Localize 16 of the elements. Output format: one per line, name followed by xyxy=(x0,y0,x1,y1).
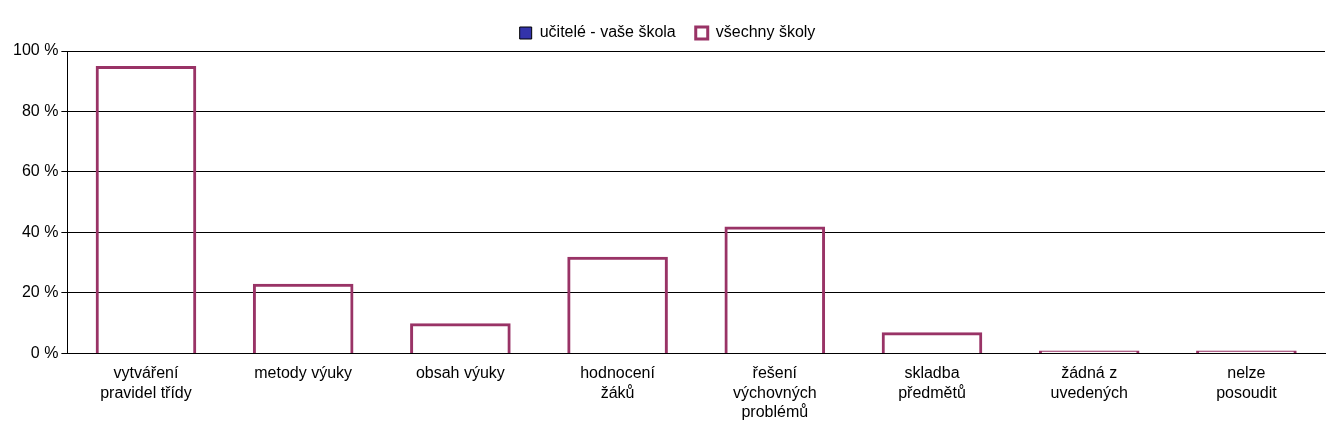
y-tick-label: 40 % xyxy=(21,222,59,240)
y-tick-label: 100 % xyxy=(12,41,59,59)
x-tick-label: žádná z uvedených xyxy=(1050,364,1128,401)
x-tick-label: řešení výchovných problémů xyxy=(732,364,817,420)
y-tick-label: 80 % xyxy=(21,101,59,119)
legend-label: všechny školy xyxy=(715,23,816,41)
x-tick-label: obsah výuky xyxy=(415,364,505,382)
x-tick-label: nelze posoudit xyxy=(1216,364,1278,401)
x-tick-label: vytváření pravidel třídy xyxy=(100,364,192,401)
x-tick-label: metody výuky xyxy=(254,364,353,382)
y-tick-label: 0 % xyxy=(30,343,59,361)
x-tick-label: skladba předmětů xyxy=(898,364,966,401)
x-tick-label: hodnocení žáků xyxy=(580,364,656,401)
y-tick-label: 20 % xyxy=(21,283,59,301)
y-tick-label: 60 % xyxy=(21,162,59,180)
legend-label: učitelé - vaše škola xyxy=(539,23,676,41)
